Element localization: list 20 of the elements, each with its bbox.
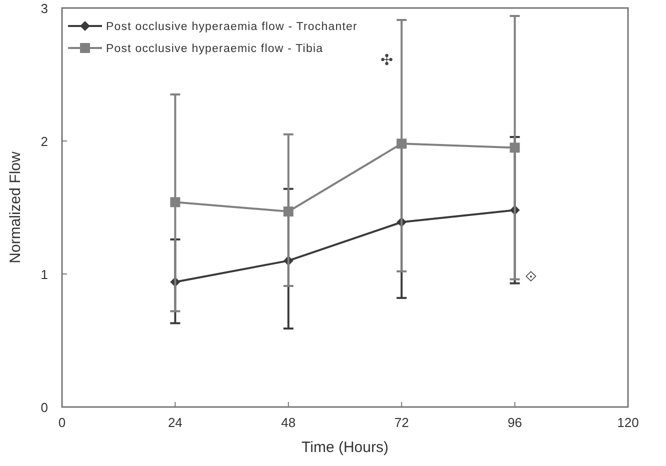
y-tick-label: 1 [40, 267, 48, 282]
x-tick-label: 120 [617, 415, 639, 430]
point [510, 142, 520, 153]
y-axis-title: Normalized Flow [7, 151, 24, 264]
x-tick-label: 48 [281, 415, 296, 430]
annotation: ✣ [380, 52, 394, 69]
x-tick-label: 24 [168, 415, 182, 430]
point [170, 197, 180, 208]
annotation: ⟐ [524, 268, 537, 286]
y-tick-label: 3 [40, 1, 48, 16]
legend-label: Post occlusive hyperaemic flow - Tibia [106, 43, 324, 55]
point [396, 138, 407, 149]
x-tick-label: 0 [58, 415, 66, 430]
legend-label: Post occlusive hyperaemia flow - Trochanter [106, 21, 358, 33]
point [283, 206, 294, 216]
x-tick-label: 96 [508, 415, 522, 430]
x-tick-label: 72 [394, 415, 409, 430]
x-axis-title: Time (Hours) [302, 439, 388, 456]
y-tick-label: 2 [40, 134, 48, 149]
y-tick-label: 0 [40, 400, 48, 415]
